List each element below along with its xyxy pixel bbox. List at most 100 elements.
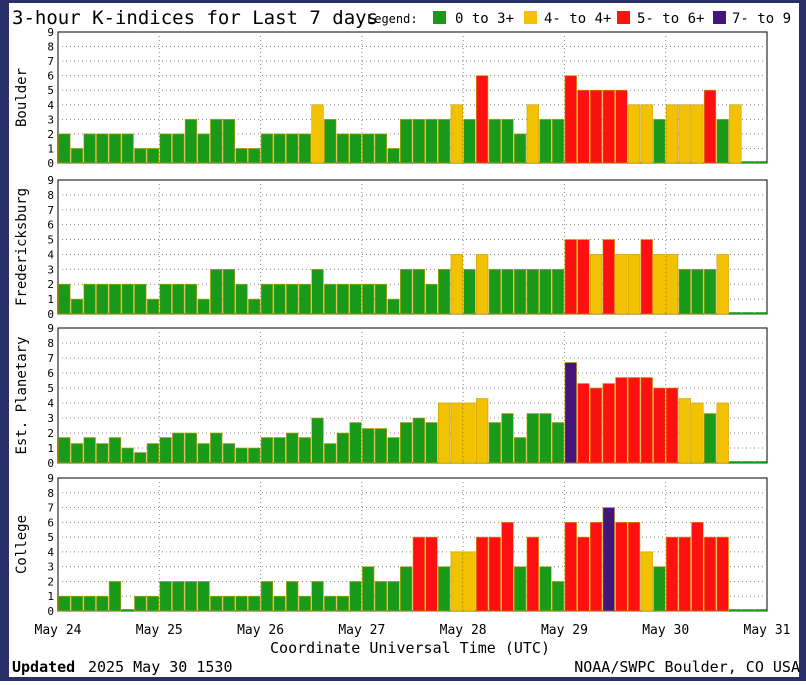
y-tick-label: 0 xyxy=(47,457,54,470)
kindex-bar xyxy=(438,119,451,164)
kindex-bar xyxy=(324,283,337,315)
kindex-bar xyxy=(463,119,476,164)
kindex-bar xyxy=(70,595,84,612)
y-tick-label: 4 xyxy=(47,248,54,261)
kindex-bar xyxy=(425,422,438,464)
kindex-bar xyxy=(248,298,261,315)
kindex-bar xyxy=(425,536,438,612)
y-tick-label: 5 xyxy=(47,84,54,97)
y-tick-label: 2 xyxy=(47,575,54,588)
kindex-bar xyxy=(691,104,704,164)
kindex-bar xyxy=(235,283,248,315)
kindex-bar xyxy=(362,283,375,315)
kindex-bar xyxy=(653,387,666,464)
kindex-bar xyxy=(222,119,236,164)
kindex-bar xyxy=(108,581,122,612)
kindex-bar xyxy=(589,387,603,464)
kindex-bar xyxy=(324,119,337,164)
kindex-bar xyxy=(678,536,691,612)
kindex-bar xyxy=(362,566,375,612)
kindex-bar xyxy=(336,595,349,612)
kindex-bar xyxy=(260,437,274,464)
kindex-bar xyxy=(640,104,653,164)
kindex-bar xyxy=(235,148,248,164)
kindex-bar xyxy=(615,89,628,164)
kindex-bar xyxy=(678,398,691,464)
kindex-bar xyxy=(488,119,501,164)
kindex-bar xyxy=(602,239,615,315)
kindex-bar xyxy=(564,239,577,315)
kindex-bar xyxy=(159,283,172,315)
kindex-bar xyxy=(374,428,387,464)
kindex-bar xyxy=(121,133,134,164)
kindex-bar xyxy=(273,283,286,315)
kindex-bar xyxy=(564,522,577,612)
kindex-bar xyxy=(564,75,577,164)
x-tick-label: May 27 xyxy=(338,623,385,638)
kindex-bar xyxy=(412,269,425,315)
station-label-est-planetary: Est. Planetary xyxy=(14,336,30,454)
kindex-bar xyxy=(273,133,286,164)
kindex-bar xyxy=(615,377,628,464)
kindex-bar xyxy=(627,377,641,464)
y-tick-label: 8 xyxy=(47,337,54,350)
y-tick-label: 3 xyxy=(47,561,54,574)
kindex-bar xyxy=(374,283,387,315)
kindex-bar xyxy=(450,402,463,464)
kindex-bar xyxy=(665,387,679,464)
legend-item-yellow: 4- to 4+ xyxy=(544,11,611,27)
kindex-bar xyxy=(539,413,552,464)
x-tick-label: May 29 xyxy=(541,623,588,638)
kindex-bar xyxy=(476,75,489,164)
y-tick-label: 3 xyxy=(47,263,54,276)
kindex-bar xyxy=(602,89,615,164)
kindex-bar xyxy=(70,298,84,315)
kindex-bar xyxy=(184,283,198,315)
legend-label: Legend: xyxy=(367,12,418,26)
legend-swatch-green xyxy=(433,11,446,24)
kindex-bar xyxy=(476,398,489,464)
kindex-bar xyxy=(412,417,425,464)
updated-value: 2025 May 30 1530 xyxy=(88,658,233,676)
kindex-bar xyxy=(134,452,147,464)
kindex-bar xyxy=(159,581,172,612)
kindex-bar xyxy=(83,133,96,164)
kindex-bar xyxy=(754,312,767,315)
kindex-bar xyxy=(235,595,248,612)
y-tick-label: 1 xyxy=(47,442,54,455)
kindex-bar xyxy=(729,104,742,164)
x-axis-label: Coordinate Universal Time (UTC) xyxy=(270,639,550,657)
y-tick-label: 3 xyxy=(47,412,54,425)
kindex-bar xyxy=(260,283,274,315)
kindex-bar xyxy=(336,133,349,164)
kindex-bar xyxy=(754,161,767,164)
kindex-bar xyxy=(222,269,236,315)
kindex-bar xyxy=(146,298,160,315)
kindex-bar xyxy=(210,119,223,164)
kindex-bar xyxy=(729,609,742,612)
y-tick-label: 6 xyxy=(47,516,54,529)
kindex-bar xyxy=(589,522,603,612)
kindex-bar xyxy=(450,104,463,164)
kindex-bar xyxy=(235,447,248,464)
y-tick-label: 9 xyxy=(47,472,54,485)
kindex-bar xyxy=(703,413,717,464)
kindex-bar xyxy=(551,119,565,164)
legend: Legend: 0 to 3+ 4- to 4+ 5- to 6+ 7- to … xyxy=(367,11,791,27)
legend-item-purple: 7- to 9 xyxy=(732,11,791,27)
y-tick-label: 9 xyxy=(47,322,54,335)
kindex-bar xyxy=(488,422,501,464)
kindex-bar xyxy=(222,595,236,612)
kindex-bar xyxy=(754,461,767,464)
kindex-bar xyxy=(349,283,362,315)
y-tick-label: 0 xyxy=(47,605,54,618)
kindex-bar xyxy=(121,447,134,464)
y-tick-label: 1 xyxy=(47,590,54,603)
kindex-bar xyxy=(653,254,666,315)
kindex-bar xyxy=(172,283,185,315)
kindex-bar xyxy=(146,148,160,164)
kindex-bar xyxy=(324,595,337,612)
kindex-bar xyxy=(602,507,615,612)
